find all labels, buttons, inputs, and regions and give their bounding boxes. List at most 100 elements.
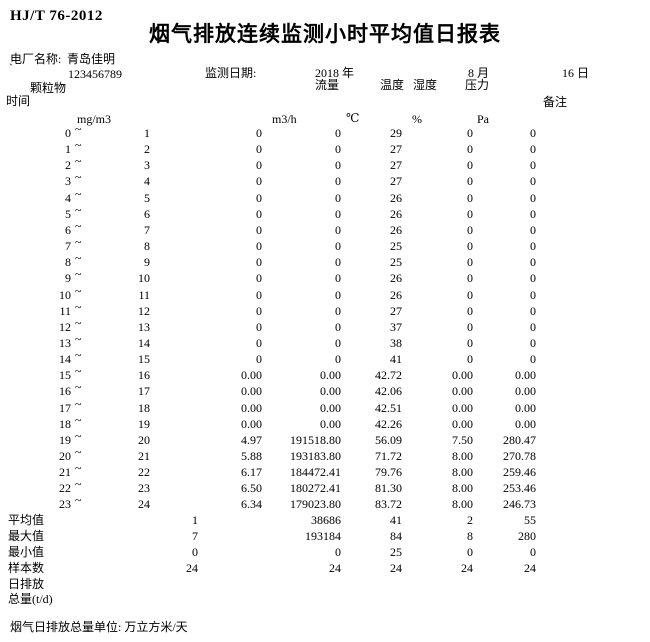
unit-temperature: ℃ <box>346 111 360 125</box>
cell-flow: 179023.80 <box>290 497 341 512</box>
cell-pressure: 0 <box>530 190 536 205</box>
cell-particulate: 0 <box>256 335 262 350</box>
cell-particulate: 0 <box>256 222 262 237</box>
cell-particulate: 0.00 <box>241 384 262 399</box>
cell-humidity: 0 <box>467 287 473 302</box>
hourly-row: 9 ~10 0 0 26 0 0 <box>0 268 650 288</box>
hour-start: 4 <box>65 190 71 205</box>
plant-name-label: 电厂名称: <box>10 52 62 66</box>
cell-particulate: 0 <box>256 352 262 367</box>
cell-humidity: 8.00 <box>452 449 473 463</box>
tilde-mark: ~ <box>75 461 82 476</box>
hourly-row: 3 ~4 0 0 27 0 0 <box>0 171 650 191</box>
cell-particulate: 0 <box>256 319 262 334</box>
plant-mark: ` <box>9 61 13 75</box>
cell-particulate: 6.50 <box>241 481 262 496</box>
cell-humidity: 0.00 <box>452 416 473 431</box>
tilde-mark: ~ <box>75 202 82 217</box>
tilde-mark: ~ <box>75 445 82 459</box>
hour-start: 16 <box>59 384 71 399</box>
hour-end: 24 <box>138 497 150 512</box>
hourly-row: 17 ~18 0.00 0.00 42.51 0.00 0.00 <box>0 397 650 418</box>
cell-pressure: 0 <box>530 545 536 559</box>
plant-name-value: 青岛佳明 <box>67 52 116 66</box>
hour-start: 23 <box>59 497 71 512</box>
cell-flow: 0 <box>335 206 341 221</box>
cell-flow: 0 <box>335 126 341 140</box>
cell-flow: 193184 <box>305 529 341 543</box>
cell-particulate: 0.00 <box>241 368 262 383</box>
cell-flow: 180272.41 <box>290 481 341 496</box>
cell-humidity: 0 <box>467 126 473 140</box>
cell-humidity: 0 <box>467 158 473 173</box>
cell-temperature: 41 <box>390 352 402 367</box>
cell-temperature: 25 <box>390 545 402 559</box>
unit-humidity: % <box>412 112 422 126</box>
cell-particulate: 0 <box>192 545 198 559</box>
hour-start: 17 <box>59 400 71 415</box>
cell-humidity: 0 <box>467 545 473 559</box>
hour-start: 9 <box>65 271 71 286</box>
hourly-row: 12 ~13 0 0 37 0 0 <box>0 316 650 337</box>
cell-flow: 0 <box>335 352 341 367</box>
tilde-mark: ~ <box>75 428 82 443</box>
report-title: 烟气排放连续监测小时平均值日报表 <box>149 23 501 46</box>
cell-flow: 184472.41 <box>290 465 341 480</box>
cell-particulate: 4.97 <box>241 432 262 447</box>
hourly-row: 19 ~20 4.97 191518.80 56.09 7.50 280.47 <box>0 429 650 450</box>
cell-flow: 0 <box>335 287 341 302</box>
hourly-row: 23 ~24 6.34 179023.80 83.72 8.00 246.73 <box>0 494 650 514</box>
cell-particulate: 0 <box>256 255 262 270</box>
cell-humidity: 0 <box>467 222 473 237</box>
cell-particulate: 0.00 <box>241 400 262 415</box>
hour-start: 10 <box>59 287 71 302</box>
hour-end: 1 <box>144 126 150 140</box>
hour-start: 22 <box>59 481 71 496</box>
tilde-mark: ~ <box>75 170 82 185</box>
cell-flow: 0 <box>335 190 341 205</box>
hour-end: 10 <box>138 271 150 286</box>
cell-temperature: 42.26 <box>375 416 402 431</box>
tilde-mark: ~ <box>75 412 82 427</box>
cell-pressure: 0.00 <box>515 368 536 383</box>
cell-temperature: 26 <box>390 287 402 302</box>
summary-label: 最小值 <box>8 545 45 559</box>
hour-start: 11 <box>59 303 71 318</box>
summary-row: 日排放 <box>0 577 650 594</box>
unit-flow: m3/h <box>272 112 297 126</box>
summary-row: 最小值 0 0 25 0 0 <box>0 545 650 562</box>
tilde-mark: ~ <box>75 364 82 379</box>
hour-start: 6 <box>65 222 71 237</box>
cell-humidity: 0 <box>467 319 473 334</box>
hour-start: 8 <box>65 255 71 270</box>
hour-end: 9 <box>144 255 150 270</box>
cell-particulate: 7 <box>192 529 198 543</box>
hour-end: 23 <box>138 481 150 496</box>
col-header-time: 时间 <box>6 94 31 108</box>
cell-temperature: 79.76 <box>375 465 402 480</box>
col-header-humidity: 湿度 <box>413 78 438 92</box>
cell-humidity: 0 <box>467 174 473 189</box>
cell-temperature: 41 <box>390 513 402 527</box>
hour-end: 22 <box>138 465 150 480</box>
cell-humidity: 0 <box>467 352 473 367</box>
tilde-mark: ~ <box>75 299 82 314</box>
cell-pressure: 0.00 <box>515 416 536 431</box>
hourly-row: 8 ~9 0 0 25 0 0 <box>0 251 650 272</box>
hourly-row: 15 ~16 0.00 0.00 42.72 0.00 0.00 <box>0 365 650 385</box>
cell-humidity: 8.00 <box>452 481 473 496</box>
cell-temperature: 38 <box>390 335 402 350</box>
hour-start: 7 <box>65 239 71 254</box>
hourly-row: 20 ~21 5.88 193183.80 71.72 8.00 270.78 <box>0 445 650 466</box>
cell-temperature: 26 <box>390 190 402 205</box>
cell-humidity: 0 <box>467 142 473 157</box>
hour-end: 19 <box>138 416 150 431</box>
cell-flow: 0 <box>335 158 341 173</box>
summary-label: 最大值 <box>8 529 45 543</box>
hour-start: 12 <box>59 319 71 334</box>
summary-label: 总量(t/d) <box>8 592 53 606</box>
cell-temperature: 26 <box>390 206 402 221</box>
hour-start: 0 <box>65 126 71 140</box>
tilde-mark: ~ <box>75 218 82 233</box>
unit-pressure: Pa <box>477 112 489 126</box>
